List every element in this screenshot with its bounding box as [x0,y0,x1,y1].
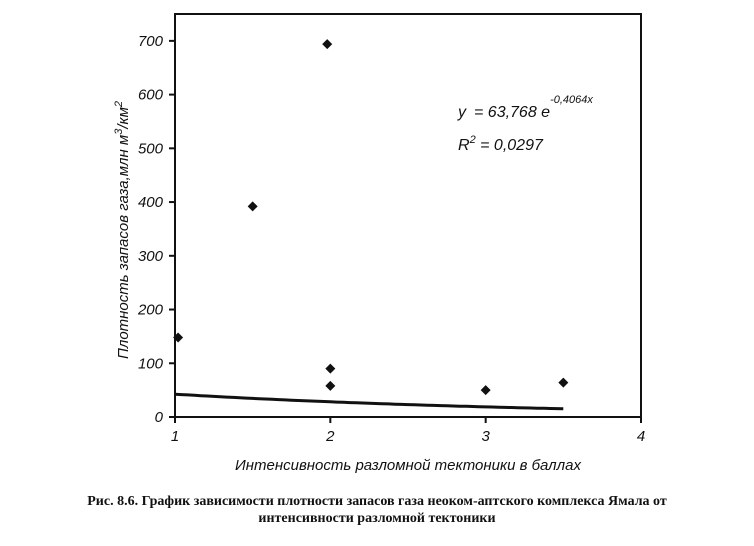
equation-exponent: -0,4064x [550,94,593,106]
data-point [558,377,569,388]
r-squared-label: R2 = 0,0297 [458,134,544,154]
data-point [173,332,184,343]
y-axis-label-mid: /км [115,107,132,130]
equation-lhs: y [457,104,467,121]
y-tick-label: 600 [138,87,164,104]
y-axis-ticks: 0 100 200 300 400 500 600 700 [137,33,175,426]
data-points [173,39,569,396]
x-axis-label: Интенсивность разломной тектоники в балл… [235,457,581,474]
x-tick-label: 2 [325,428,335,445]
y-tick-label: 400 [138,194,164,211]
x-tick-label: 4 [637,428,645,445]
equation-label: y = 63,768 e-0,4064x [457,94,593,121]
y-tick-label: 200 [137,302,164,319]
y-tick-label: 700 [138,33,164,50]
x-tick-label: 1 [171,428,179,445]
equation-rhs: = 63,768 e [474,104,550,121]
data-point [325,363,336,374]
plot-frame [174,13,642,418]
r-squared-lhs: R [458,137,470,154]
figure-caption: Рис. 8.6. График зависимости плотности з… [0,493,754,527]
caption-line-1: Рис. 8.6. График зависимости плотности з… [87,494,667,509]
data-point [325,380,336,391]
scatter-chart: 0 100 200 300 400 500 600 700 1 2 3 4 Интенсивност… [113,13,645,474]
caption-line-2: интенсивности разломной тектоники [258,511,496,526]
data-point [322,39,333,50]
y-axis-label: Плотность запасов газа,млн м3/км2 [113,101,132,359]
data-point [247,201,258,212]
data-point [480,385,491,396]
y-tick-label: 500 [138,140,164,157]
y-axis-label-sup1: 3 [113,128,125,135]
y-tick-label: 100 [138,355,164,372]
trendline [174,392,564,411]
r-squared-sup: 2 [469,134,476,146]
y-tick-label: 300 [138,248,164,265]
x-tick-label: 3 [481,428,490,445]
y-axis-label-main: Плотность запасов газа,млн м [115,135,132,359]
r-squared-rhs: = 0,0297 [476,137,544,154]
y-axis-label-sup2: 2 [113,101,125,108]
x-axis-ticks: 1 2 3 4 [171,417,645,445]
y-tick-label: 0 [155,409,164,426]
